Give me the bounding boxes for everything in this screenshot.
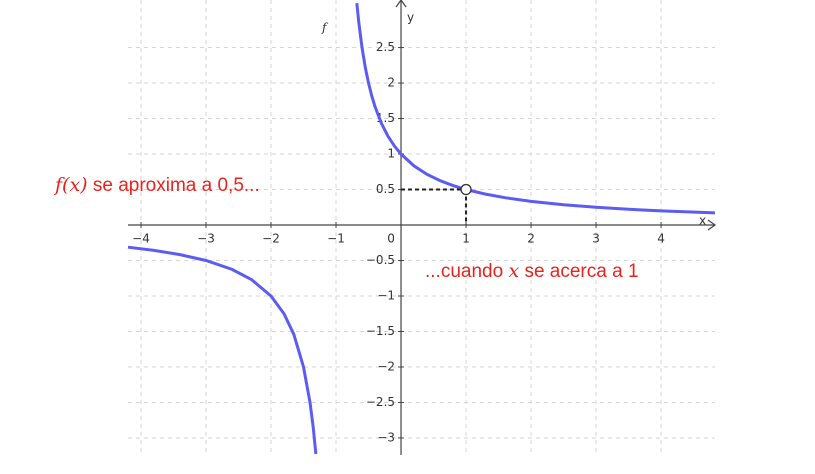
x-tick-label: −4	[132, 232, 150, 246]
x-tick-label: −3	[197, 232, 215, 246]
y-tick-label: −1	[377, 288, 395, 302]
annotation-part: x	[508, 260, 519, 282]
function-curve	[127, 3, 716, 455]
annotation: ...cuando x se acerca a 1	[425, 260, 639, 282]
x-tick-label: 3	[592, 232, 600, 246]
x-tick-label: −1	[327, 232, 345, 246]
x-tick-label: 2	[527, 232, 535, 246]
hole-point	[460, 183, 472, 196]
y-tick-label: −0.5	[366, 253, 395, 267]
annotation-part: f(x)	[53, 174, 88, 196]
y-axis-label: y	[407, 11, 414, 25]
function-label: f	[321, 21, 329, 35]
annotation-part: se acerca a 1	[519, 261, 638, 282]
x-tick-label: 0	[387, 232, 395, 246]
annotation-part: se aproxima a 0,5...	[88, 175, 260, 196]
plot: xy−4 −3 −2 −1 0 1 2 3 4−3−2.5−2−1.5−1−0.50.511.5…	[53, 0, 717, 455]
y-tick-label: −3	[377, 430, 395, 444]
y-tick-label: 2	[387, 76, 395, 90]
annotation: f(x) se aproxima a 0,5...	[53, 174, 260, 196]
x-axis-arrow	[707, 219, 717, 231]
y-tick-label: −1.5	[366, 324, 395, 338]
x-tick-label: 1	[462, 232, 470, 246]
x-axis-label: x	[699, 214, 706, 228]
y-tick-label: −2	[377, 359, 395, 373]
y-axis-arrow	[395, 0, 407, 8]
y-tick-label: −2.5	[366, 395, 395, 409]
annotation-part: ...cuando	[425, 261, 508, 282]
y-tick-label: 2.5	[376, 40, 395, 54]
x-tick-label: 4	[657, 232, 665, 246]
y-tick-label: 1	[387, 147, 395, 161]
x-tick-label: −2	[262, 232, 280, 246]
y-tick-label: 0.5	[376, 182, 395, 196]
